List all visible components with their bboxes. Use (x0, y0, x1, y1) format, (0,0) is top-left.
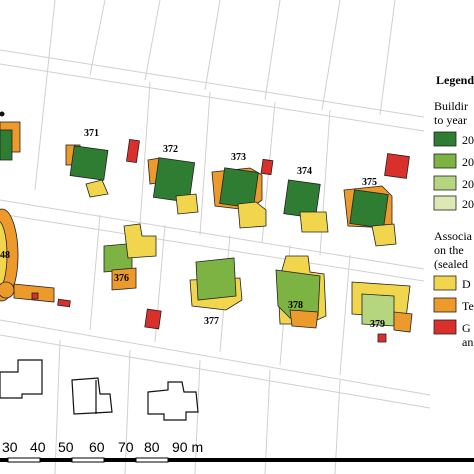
legend-year-2: 20 (462, 155, 474, 169)
building-terrace (393, 311, 413, 333)
plot-row-2: 48 376 377 378 379 (0, 208, 413, 343)
building-garage (57, 298, 71, 308)
building-garage (377, 333, 387, 343)
building-driveway (299, 211, 329, 233)
building-driveway (0, 221, 8, 289)
legend-swatch-orange (433, 297, 457, 313)
building (152, 157, 196, 203)
building-driveway (371, 223, 397, 247)
legend-year-3: 20 (462, 177, 474, 191)
scale-tick-90: 90 m (172, 439, 203, 455)
legend-swatch-dark-green (433, 131, 457, 147)
building-garage (31, 292, 39, 300)
building (69, 145, 109, 181)
legend-swatch-pale-green (433, 195, 457, 211)
building-outline (71, 377, 113, 415)
building-driveway (123, 223, 157, 259)
building (283, 179, 321, 219)
scale-tick-80: 80 (144, 439, 160, 455)
building-terrace (289, 309, 319, 329)
legend-swatch-red (433, 319, 457, 335)
marker-dot (0, 111, 5, 117)
legend-buildings-heading-1: Buildir (434, 99, 468, 113)
scale-tick-30: 30 (2, 439, 18, 455)
legend-assoc-3-cont: an (462, 335, 473, 349)
legend-assoc-3: G (462, 321, 471, 335)
scale-tick-50: 50 (58, 439, 74, 455)
plot-label-374: 374 (297, 166, 312, 177)
building-terrace (111, 267, 137, 291)
legend-swatch-yellow (433, 275, 457, 291)
scale-bar: 30 40 50 60 70 80 90 m (0, 439, 474, 463)
legend-assoc-heading-3: (sealed (434, 257, 468, 271)
building-driveway (237, 201, 267, 229)
building-outline (0, 359, 43, 399)
legend-swatch-mid-green (433, 153, 457, 169)
building-outline (147, 381, 199, 421)
plot-label-375: 375 (362, 177, 377, 188)
plot-label-377: 377 (204, 316, 219, 327)
legend: Legend Buildir to year 20 20 20 20 Assoc… (424, 60, 474, 380)
legend-assoc-heading-2: on the (434, 243, 464, 257)
building-garage (384, 153, 410, 179)
legend-title: Legend (436, 73, 474, 87)
plot-label-379: 379 (370, 319, 385, 330)
legend-assoc-2: Te (462, 299, 474, 313)
plot-label-376: 376 (114, 273, 129, 284)
scale-tick-40: 40 (30, 439, 46, 455)
building (219, 167, 259, 209)
legend-year-1: 20 (462, 133, 474, 147)
building (349, 189, 389, 229)
legend-buildings-heading-2: to year (434, 113, 467, 127)
building (195, 257, 237, 301)
scale-tick-70: 70 (118, 439, 134, 455)
plot-label-372: 372 (163, 144, 178, 155)
plot-label-378: 378 (288, 300, 303, 311)
legend-year-4: 20 (462, 197, 474, 211)
building (103, 243, 133, 273)
building-terrace (0, 281, 15, 299)
plot-label-373: 373 (231, 152, 246, 163)
legend-assoc-heading-1: Associa (434, 229, 473, 243)
building-garage (260, 158, 274, 176)
parcel-boundaries (0, 0, 431, 474)
plot-label-48: 48 (0, 250, 10, 261)
plot-row-1: 371 372 373 374 375 (0, 111, 410, 247)
building-garage (144, 308, 162, 330)
scale-tick-60: 60 (89, 439, 105, 455)
building-driveway (85, 179, 109, 198)
legend-swatch-light-green (433, 175, 457, 191)
building-garage (126, 138, 140, 164)
plot-row-3-outlines (0, 359, 199, 421)
plot-label-371: 371 (84, 128, 99, 139)
building-driveway (175, 193, 199, 215)
legend-assoc-1: D (462, 277, 471, 291)
building (0, 129, 13, 161)
